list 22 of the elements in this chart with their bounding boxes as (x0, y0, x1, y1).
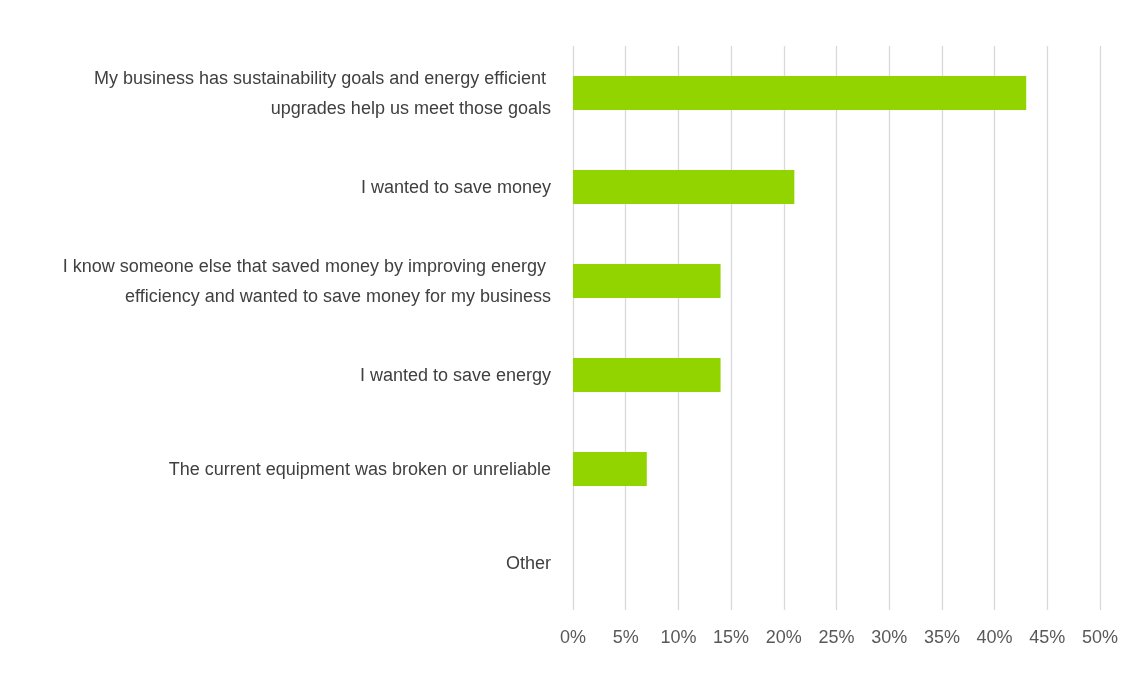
y-tick-label: I know someone else that saved money by improving energy efficiency and wanted to save money for my business (62, 256, 551, 306)
x-tick-label: 50% (1081, 627, 1119, 647)
y-tick-label: The current equipment was broken or unreliable (168, 459, 551, 479)
bar (573, 264, 721, 298)
x-tick-label: 10% (660, 627, 697, 647)
x-tick-label: 20% (765, 627, 802, 647)
y-tick-label: I wanted to save energy (359, 365, 551, 385)
x-tick-label: 25% (818, 627, 855, 647)
x-tick-label: 45% (1029, 627, 1066, 647)
bar (573, 452, 647, 486)
x-tick-label: 0% (559, 627, 587, 647)
x-tick-label: 40% (976, 627, 1013, 647)
bar (573, 170, 795, 204)
x-tick-label: 5% (612, 627, 639, 647)
x-tick-label: 35% (923, 627, 960, 647)
y-tick-label: I wanted to save money (360, 177, 551, 197)
x-tick-label: 30% (871, 627, 908, 647)
bar (573, 76, 1027, 110)
y-tick-label: Other (505, 553, 551, 573)
bar (573, 358, 721, 392)
y-tick-label: My business has sustainability goals and energy efficient upgrades help us meet those goals (94, 68, 551, 118)
x-tick-label: 15% (713, 627, 750, 647)
